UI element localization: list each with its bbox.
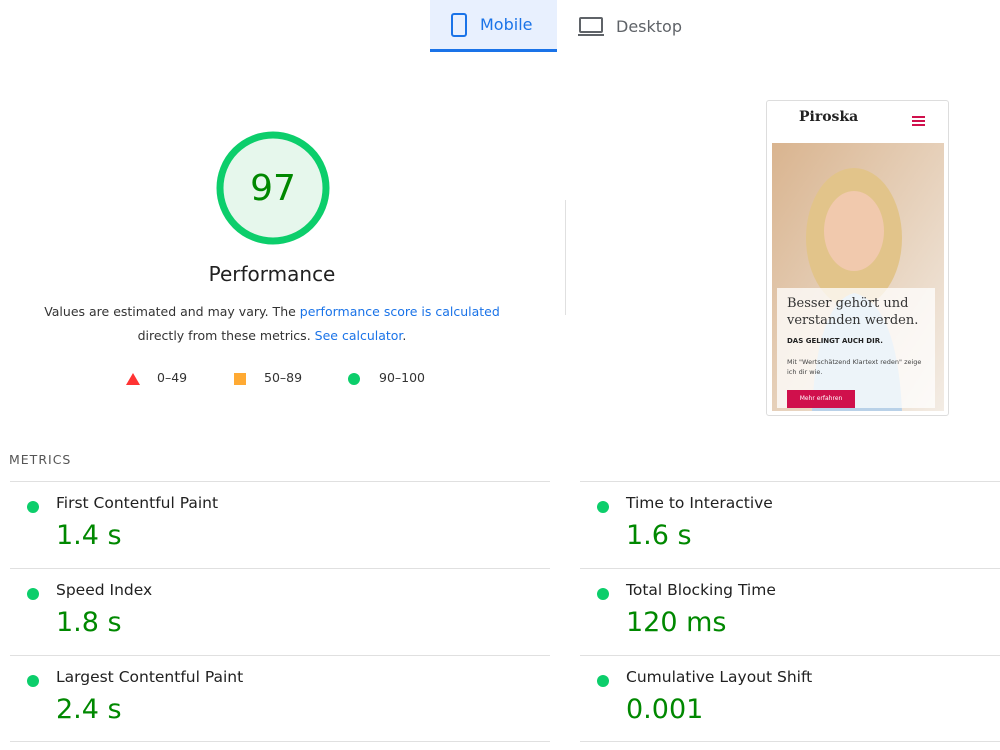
status-dot [27,675,39,687]
desktop-tab[interactable]: Desktop [558,0,702,52]
metric-name: Time to Interactive [626,494,773,512]
metric-value: 2.4 s [56,694,122,725]
status-dot [597,501,609,513]
metric: First Contentful Paint 1.4 s [10,481,550,568]
metric: Total Blocking Time 120 ms [580,568,1000,655]
divider [565,200,566,315]
metric-name: First Contentful Paint [56,494,219,512]
tab-label: Desktop [616,16,682,36]
metrics-heading: METRICS [9,452,72,467]
text: directly from these metrics. [137,328,311,343]
score-value: 97 [250,168,296,209]
metric-name: Cumulative Layout Shift [626,668,813,686]
hero-image [772,143,944,411]
metric-name: Largest Contentful Paint [56,668,244,686]
cta-button: Mehr erfahren [787,390,855,408]
metric: Largest Contentful Paint 2.4 s [10,655,550,742]
link[interactable]: See calculator [314,328,403,343]
metric: Speed Index 1.8 s [10,568,550,655]
metric-value: 0.001 [626,694,704,725]
score-label: Performance [208,262,336,286]
body-text: Mit "Wertschätzend Klartext reden" zeige… [787,358,922,376]
status-dot [27,501,39,513]
gauge-ring [216,131,330,245]
pass-icon [348,373,360,385]
menu-icon [912,116,925,126]
legend-label: 50–89 [264,370,303,385]
legend-label: 0–49 [157,370,188,385]
metric-value: 120 ms [626,607,727,638]
average-icon [234,373,246,385]
fail-icon [126,373,140,385]
metric-name: Total Blocking Time [626,581,776,599]
phone-icon [451,12,467,37]
metric: Time to Interactive 1.6 s [580,481,1000,568]
subline: DAS GELINGT AUCH DIR. [787,337,883,345]
metric-value: 1.4 s [56,520,122,551]
description: Values are estimated and may vary. The p… [22,300,522,348]
desktop-icon [578,17,604,36]
brand: Piroska [799,109,859,125]
status-dot [27,588,39,600]
metric-name: Speed Index [56,581,153,599]
mobile-tab[interactable]: Mobile [430,0,557,52]
headline: Besser gehört und verstanden werden. [787,296,919,328]
link[interactable]: performance score is calculated [299,304,500,319]
status-dot [597,675,609,687]
score-gauge: 97 [216,131,330,245]
tab-label: Mobile [480,15,533,34]
page-preview: Piroska Besser gehört und verstanden wer… [766,100,949,416]
status-dot [597,588,609,600]
legend-label: 90–100 [379,370,426,385]
metric-value: 1.6 s [626,520,692,551]
metric: Cumulative Layout Shift 0.001 [580,655,1000,742]
text: Values are estimated and may vary. The [44,304,296,319]
metric-value: 1.8 s [56,607,122,638]
text: . [402,328,407,343]
